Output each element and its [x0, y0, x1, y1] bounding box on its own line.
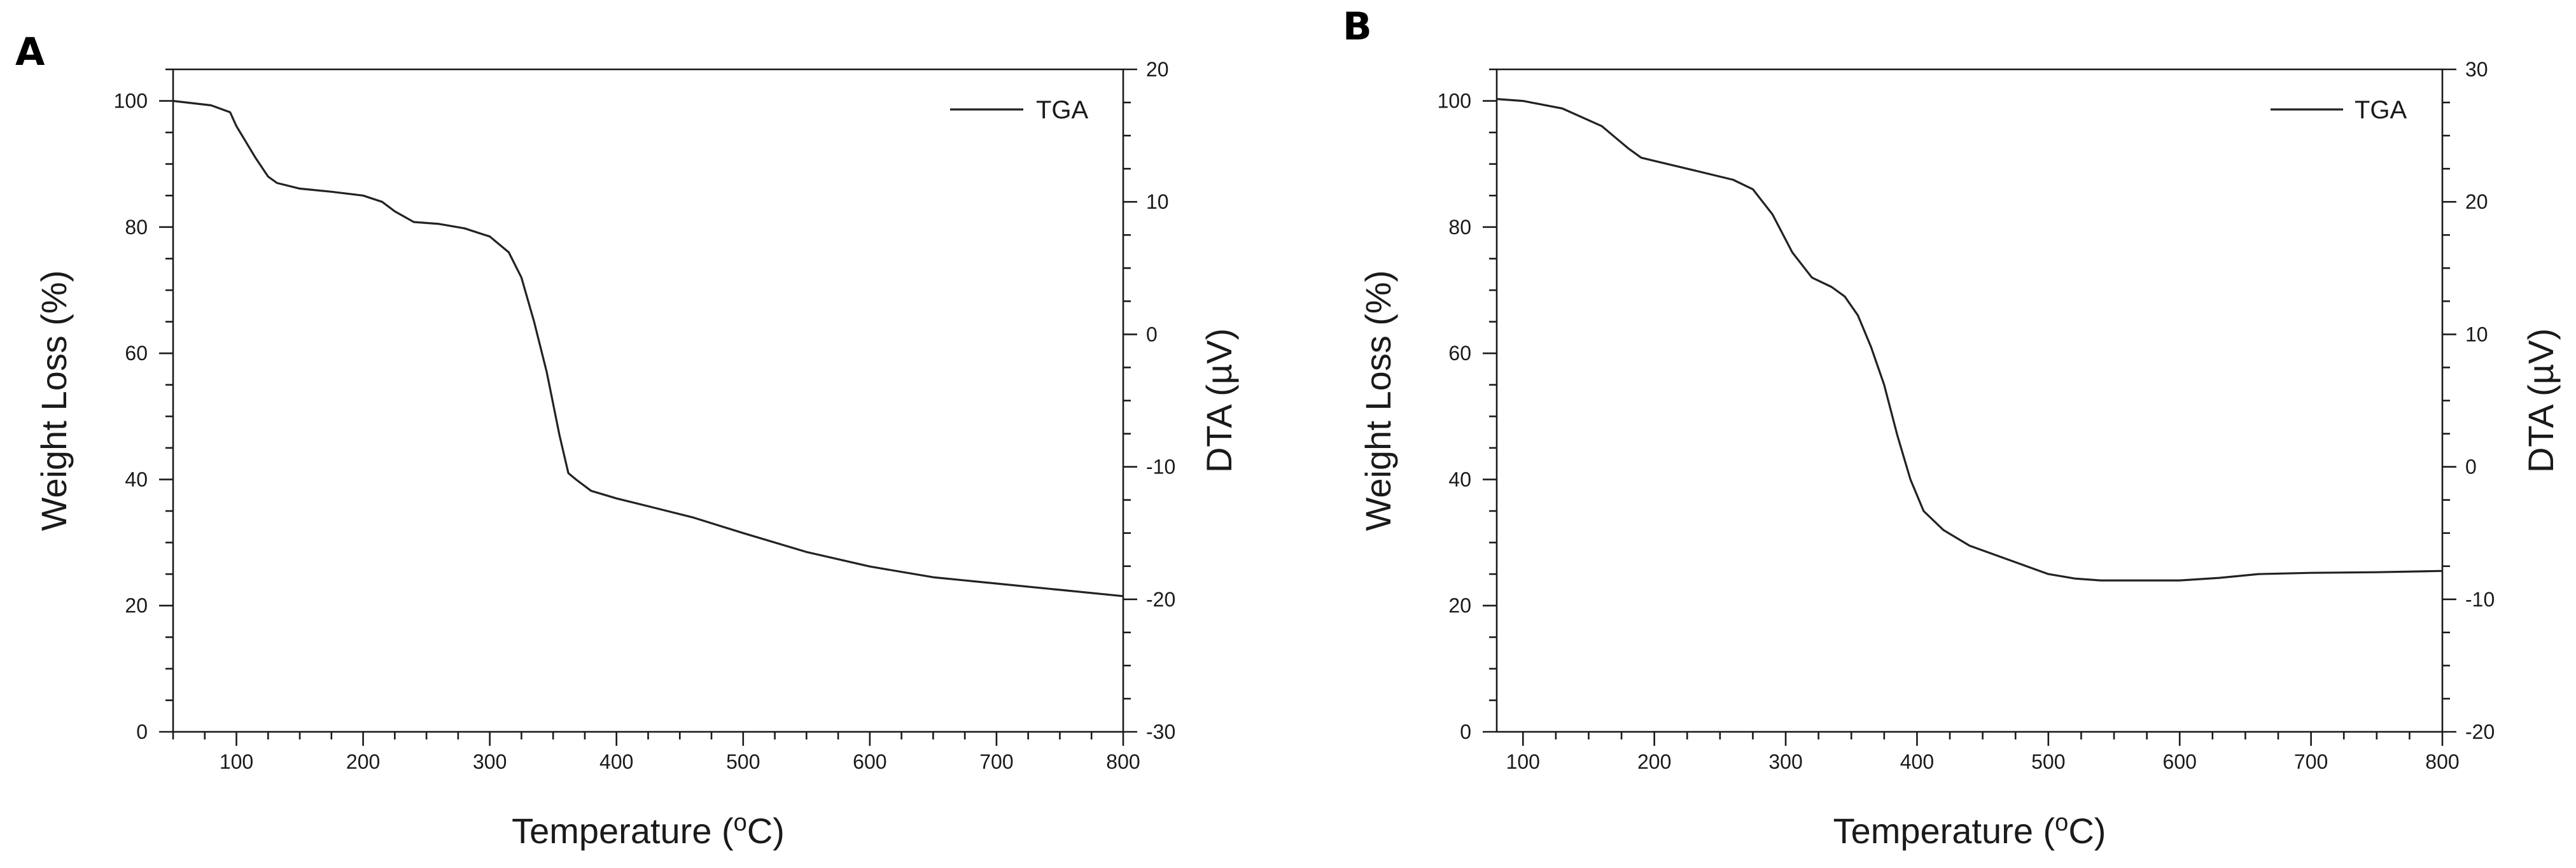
legend-label: TGA [2355, 96, 2407, 124]
x-axis-title-superscript: o [2055, 809, 2068, 836]
y2-axis-title: DTA (µV) [2521, 328, 2561, 473]
y-tick-label: 80 [1448, 216, 1471, 239]
y2-tick-label: 0 [2465, 456, 2477, 479]
x-axis-title: Temperature (oC) [1833, 809, 2106, 851]
y-tick-label: 20 [1448, 594, 1471, 617]
x-tick-label: 800 [2425, 750, 2459, 773]
y-tick-label: 0 [136, 720, 148, 743]
y2-tick-label: 10 [1146, 190, 1169, 213]
tga-series-line [1496, 98, 2443, 582]
x-tick-label: 600 [853, 750, 886, 773]
x-tick-label: 500 [726, 750, 760, 773]
y-tick-label: 20 [125, 594, 148, 617]
x-tick-label: 400 [599, 750, 633, 773]
y2-tick-label: 20 [1146, 58, 1169, 81]
y2-tick-label: 10 [2465, 323, 2488, 346]
x-tick-label: 100 [220, 750, 253, 773]
panel-label: B [1343, 4, 1372, 49]
y2-tick-label: -20 [1146, 588, 1175, 611]
x-tick-label: 400 [1900, 750, 1934, 773]
y-axis-title: Weight Loss (%) [1358, 270, 1398, 531]
x-axis-title-unit: C) [747, 811, 785, 851]
x-tick-label: 600 [2163, 750, 2197, 773]
x-tick-label: 500 [2031, 750, 2065, 773]
y-tick-label: 40 [125, 468, 148, 491]
tga-series-line [172, 100, 1124, 598]
x-axis-title-unit: C) [2068, 811, 2106, 851]
x-axis-title-main: Temperature ( [512, 811, 734, 851]
legend-label: TGA [1036, 96, 1089, 124]
y2-tick-label: 0 [1146, 323, 1158, 346]
x-tick-label: 800 [1106, 750, 1140, 773]
y-tick-label: 40 [1448, 468, 1471, 491]
y-tick-label: 60 [1448, 342, 1471, 365]
x-tick-label: 700 [979, 750, 1013, 773]
y2-tick-label: 20 [2465, 190, 2488, 213]
plot-frame [172, 68, 1124, 733]
y-tick-label: 0 [1460, 720, 1471, 743]
x-axis-title: Temperature (oC) [512, 809, 785, 851]
y2-axis-title: DTA (µV) [1199, 328, 1239, 473]
x-tick-label: 700 [2294, 750, 2328, 773]
y-tick-label: 60 [125, 342, 148, 365]
y-tick-label: 100 [114, 90, 148, 113]
y2-tick-label: -10 [1146, 456, 1175, 479]
x-tick-label: 300 [1768, 750, 1802, 773]
y-tick-label: 100 [1438, 90, 1471, 113]
x-tick-label: 200 [346, 750, 380, 773]
y2-tick-label: -20 [2465, 720, 2495, 743]
y2-tick-label: 30 [2465, 58, 2488, 81]
y-tick-label: 80 [125, 216, 148, 239]
y2-tick-label: -30 [1146, 720, 1175, 743]
x-axis-title-main: Temperature ( [1833, 811, 2055, 851]
y-axis-title: Weight Loss (%) [34, 270, 74, 531]
x-axis-title-superscript: o [734, 809, 747, 836]
x-tick-label: 200 [1637, 750, 1671, 773]
y2-tick-label: -10 [2465, 588, 2495, 611]
x-tick-label: 300 [473, 750, 507, 773]
panel-label: A [15, 30, 45, 74]
plot-frame [1495, 68, 2444, 733]
x-tick-label: 100 [1506, 750, 1540, 773]
